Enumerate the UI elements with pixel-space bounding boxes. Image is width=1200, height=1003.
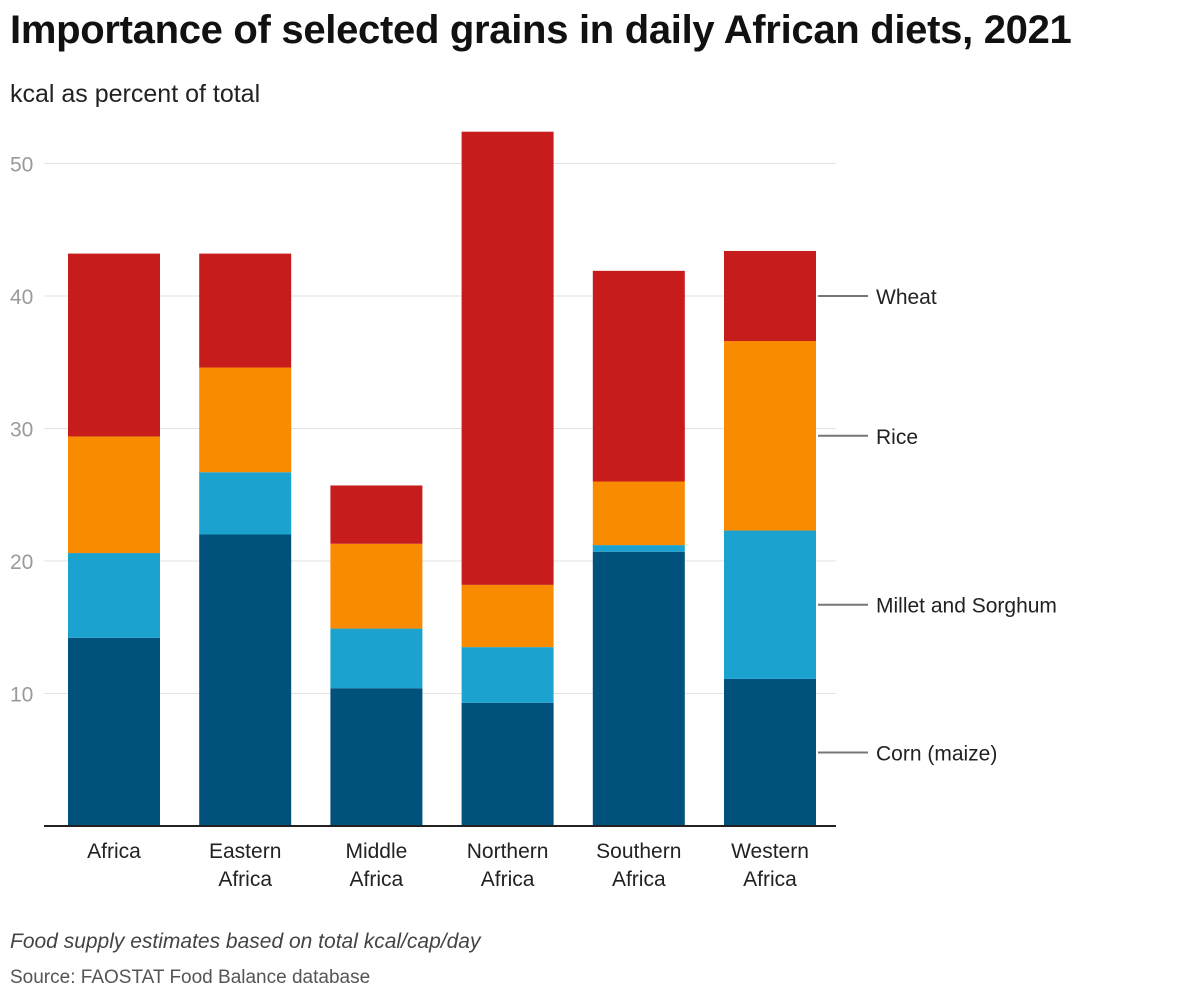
legend-label: Corn (maize) — [876, 742, 997, 765]
bar-segment — [724, 250, 816, 342]
bar-segment — [461, 131, 554, 585]
y-axis: 10 20 30 40 50 — [10, 154, 33, 707]
x-tick-label: Middle — [345, 840, 407, 863]
chart-subtitle: kcal as percent of total — [10, 80, 261, 108]
bar-segment — [68, 553, 160, 638]
bar-segment — [461, 702, 554, 826]
bar-segment — [199, 534, 292, 826]
bar-segment — [68, 436, 160, 554]
x-tick-label: Africa — [87, 840, 141, 863]
legend-label: Rice — [876, 426, 918, 449]
bar-segment — [68, 637, 160, 826]
bar-segment — [199, 253, 292, 368]
bar-segment — [724, 530, 816, 679]
bar-segment — [592, 545, 685, 552]
bar-segment — [199, 472, 292, 535]
bar-segment — [330, 543, 423, 629]
bar-segment — [592, 270, 685, 482]
y-tick-label: 10 — [10, 684, 33, 707]
x-tick-label: Africa — [612, 868, 666, 891]
bar-segment — [461, 647, 554, 703]
bars — [68, 131, 816, 826]
x-tick-label: Africa — [350, 868, 404, 891]
x-tick-label: Eastern — [209, 840, 281, 863]
y-tick-label: 30 — [10, 419, 33, 442]
bar-segment — [724, 678, 816, 826]
x-axis: Africa Eastern Africa Middle Africa Northern A… — [87, 840, 809, 891]
bar-segment — [330, 628, 423, 689]
bar-segment — [592, 551, 685, 826]
bar-segment — [461, 584, 554, 648]
footnote: Food supply estimates based on total kca… — [10, 930, 481, 953]
x-tick-label: Western — [731, 840, 809, 863]
bar-segment — [330, 688, 423, 826]
y-tick-label: 50 — [10, 154, 33, 177]
y-tick-label: 20 — [10, 551, 33, 574]
bar-segment — [330, 485, 423, 544]
legend-label: Wheat — [876, 286, 937, 309]
x-tick-label: Africa — [218, 868, 272, 891]
x-tick-label: Africa — [743, 868, 797, 891]
x-tick-label: Southern — [596, 840, 681, 863]
bar-segment — [199, 367, 292, 473]
bar-segment — [68, 253, 160, 437]
chart-title: Importance of selected grains in daily A… — [10, 8, 1072, 52]
bar-segment — [724, 341, 816, 531]
gridlines — [44, 163, 836, 694]
source-credit: Source: FAOSTAT Food Balance database — [10, 967, 371, 988]
legend: Corn (maize) Millet and Sorghum Rice Wheat — [818, 286, 1057, 765]
x-tick-label: Africa — [481, 868, 535, 891]
bar-segment — [592, 481, 685, 546]
y-tick-label: 40 — [10, 286, 33, 309]
x-tick-label: Northern — [467, 840, 549, 863]
legend-label: Millet and Sorghum — [876, 595, 1057, 618]
